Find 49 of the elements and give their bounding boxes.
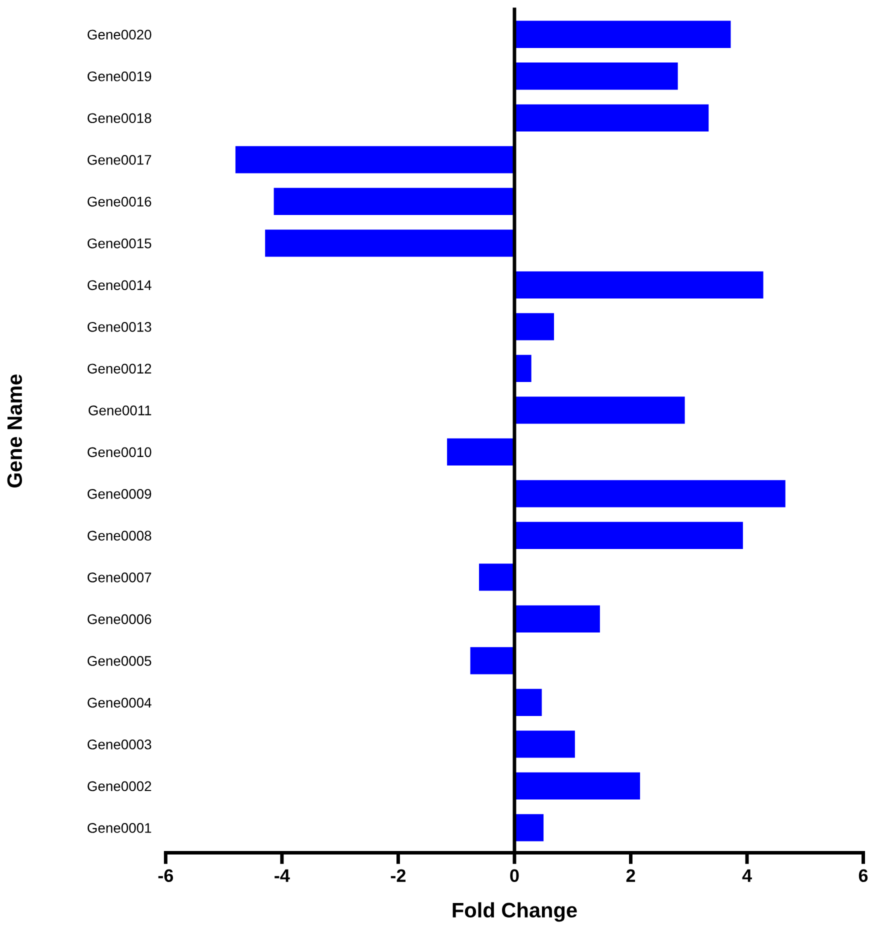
y-tick-label: Gene0013 [88, 322, 152, 332]
bar [274, 188, 514, 215]
y-tick-label: Gene0009 [88, 489, 152, 499]
bar [470, 647, 514, 674]
x-tick-label: 0 [510, 869, 519, 882]
x-tick-label: -2 [390, 869, 406, 882]
y-tick-label: Gene0016 [88, 196, 152, 207]
y-tick-label: Gene0005 [88, 656, 152, 666]
bar [447, 438, 514, 466]
x-tick-label: 2 [626, 869, 636, 882]
y-tick-label: Gene0002 [88, 781, 152, 792]
y-tick-label: Gene0007 [88, 572, 152, 582]
y-tick-label: Gene0008 [88, 530, 152, 541]
y-tick-label: Gene0017 [88, 154, 152, 165]
bar [265, 230, 514, 257]
bar [514, 605, 600, 633]
y-tick-label: Gene0020 [88, 30, 152, 40]
y-axis-title: Gene Name [7, 374, 22, 488]
bar [514, 313, 554, 340]
bar [514, 480, 786, 508]
y-tick-label: Gene0019 [88, 71, 152, 82]
y-tick-label: Gene0014 [88, 280, 152, 290]
y-tick-label: Gene0018 [88, 113, 152, 124]
y-tick-label: Gene0006 [88, 614, 152, 624]
bar [514, 62, 678, 90]
bar [514, 522, 743, 550]
y-tick-label: Gene0012 [88, 364, 152, 374]
bar [479, 564, 514, 591]
x-tick-label: 4 [742, 869, 752, 882]
bar [514, 730, 575, 758]
bar [514, 688, 542, 716]
bar [514, 20, 731, 48]
x-axis-title: Fold Change [452, 902, 577, 922]
bar [514, 271, 764, 298]
bar [514, 772, 640, 800]
y-tick-label: Gene0015 [88, 238, 152, 248]
x-tick-label: 6 [858, 869, 868, 882]
y-tick-label: Gene0004 [88, 698, 152, 708]
x-tick-label: -4 [274, 869, 290, 882]
bar [514, 354, 532, 382]
bar [514, 396, 685, 424]
bar [514, 104, 709, 132]
y-tick-label: Gene0003 [88, 740, 152, 750]
y-tick-label: Gene0001 [88, 823, 152, 833]
y-tick-label: Gene0010 [88, 447, 152, 458]
x-tick-label: -6 [158, 869, 174, 882]
y-tick-label: Gene0011 [88, 406, 152, 416]
bar [514, 814, 544, 842]
bar [235, 146, 514, 174]
